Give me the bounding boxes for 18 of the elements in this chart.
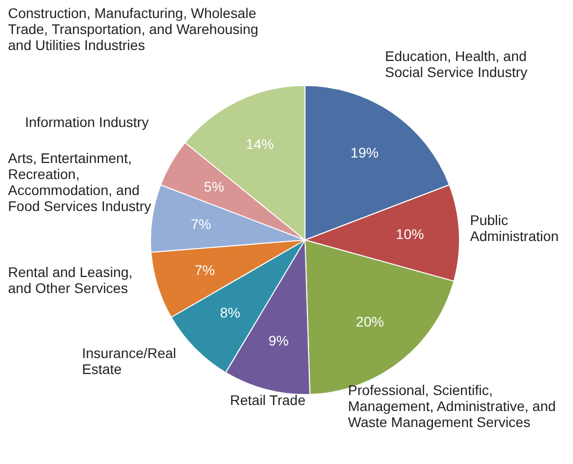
data-label: 7% xyxy=(194,262,215,278)
data-label: 19% xyxy=(350,144,379,160)
slice-label: Arts, Entertainment, Recreation, Accommodation, and Food Services Industry xyxy=(8,150,152,214)
slice-label: Rental and Leasing, and Other Services xyxy=(8,264,134,296)
slice-label: Retail Trade xyxy=(230,392,306,408)
slice-label: Insurance/Real Estate xyxy=(82,345,178,377)
data-label: 8% xyxy=(220,304,240,321)
slice-label: Public Administration xyxy=(470,212,560,244)
data-label: 5% xyxy=(204,178,224,194)
data-label: 9% xyxy=(268,332,289,349)
slice-label: Professional, Scientific, Management, Administrative, and Waste Management Services xyxy=(348,382,557,430)
data-label: 10% xyxy=(396,226,424,242)
data-label: 20% xyxy=(356,313,384,330)
slice-label: Information Industry xyxy=(25,114,150,130)
slice-label: Education, Health, and Social Service Industry xyxy=(385,48,528,80)
data-label: 14% xyxy=(246,136,274,152)
data-label: 7% xyxy=(190,216,212,232)
slice-label: Construction, Manufacturing, Wholesale Trade, Transportation, and Warehousing and Utilities Industries xyxy=(8,5,260,53)
